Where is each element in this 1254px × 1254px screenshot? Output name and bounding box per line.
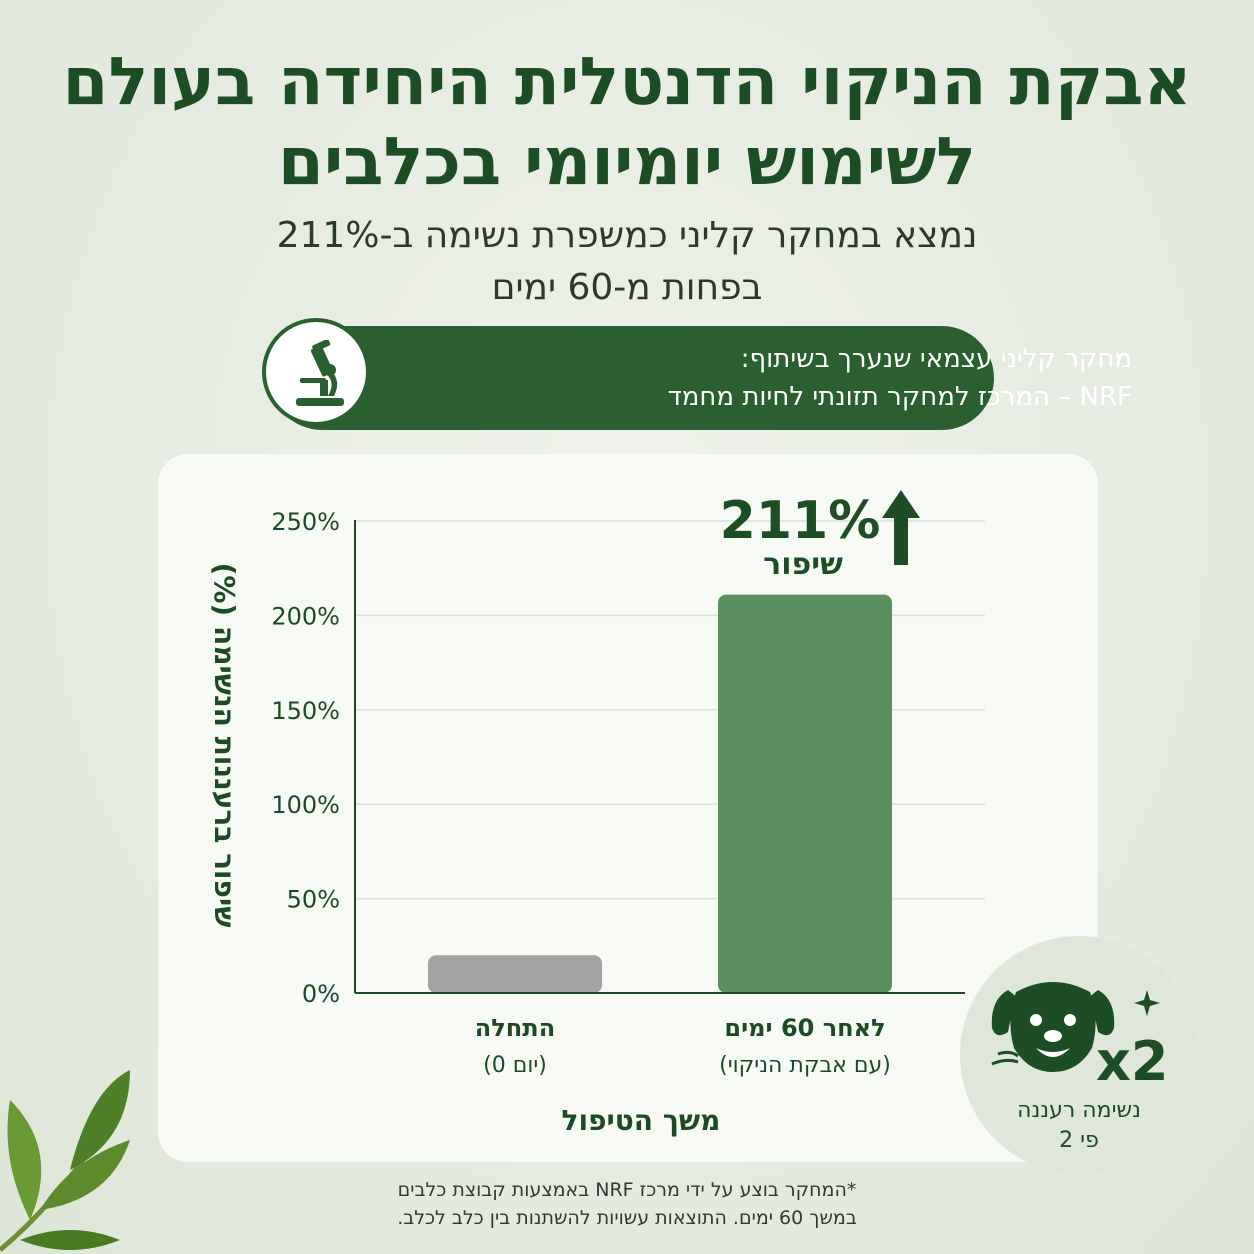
category-label: התחלה [475,1014,555,1042]
badge-caption-line-2: פי 2 [1059,1128,1099,1153]
arrow-up-icon [882,490,920,565]
badge-multiplier: x2 [1096,1030,1169,1093]
footnote: *המחקר בוצע על ידי מרכז NRF באמצעות קבוצ… [0,1176,1254,1232]
improvement-label: שיפור [763,547,843,582]
footnote-line-2: במשך 60 ימים. התוצאות עשויות להשתנות בין… [397,1207,857,1229]
y-axis-label: שיפור ברעננות הנשימה (%) [208,563,241,928]
title-line-1: אבקת הניקוי הדנטלית היחידה בעולם [62,43,1192,120]
bar [718,594,892,993]
microscope-badge [262,318,370,426]
category-labels: התחלה (יום 0) לאחר 60 ימים (עם אבקת הניקוי) [475,1014,891,1078]
microscope-icon [296,340,344,406]
bars [428,594,892,993]
chart-card [158,454,1098,1162]
title-line-2: לשימוש יומיומי בכלבים [277,123,977,200]
study-banner-line-1: מחקר קליני עצמאי שנערך בשיתוף: [740,344,1132,374]
x-axis-label: משך הטיפול [562,1104,721,1137]
badge-caption-line-1: נשימה רעננה [1017,1098,1141,1123]
y-tick-label: 50% [287,886,340,914]
footnote-line-1: *המחקר בוצע על ידי מרכז NRF באמצעות קבוצ… [397,1179,857,1201]
study-banner [270,326,994,430]
subtitle-line-1: נמצא במחקר קליני כמשפרת נשימה ב-211% [276,215,978,256]
category-label: לאחר 60 ימים [724,1014,885,1042]
dog-icon [991,982,1115,1072]
study-banner-line-2: NRF – המרכז למחקר תזונתי לחיות מחמד [667,382,1132,412]
fresh-breath-badge [960,936,1198,1174]
sparkle-icon [1134,990,1160,1016]
page-title: אבקת הניקוי הדנטלית היחידה בעולם לשימוש … [0,42,1254,202]
subtitle: נמצא במחקר קליני כמשפרת נשימה ב-211% בפח… [0,210,1254,314]
y-tick-label: 150% [271,697,340,725]
category-sublabel: (יום 0) [483,1053,547,1078]
improvement-value: 211% [720,491,881,551]
y-tick-label: 200% [271,602,340,630]
y-tick-label: 0% [302,980,340,1008]
leaves-decoration [0,1070,130,1252]
bar [428,955,602,993]
y-tick-label: 100% [271,791,340,819]
category-sublabel: (עם אבקת הניקוי) [719,1053,891,1078]
y-tick-labels: 0% 50% 100% 150% 200% 250% [271,508,340,1008]
study-banner-text: מחקר קליני עצמאי שנערך בשיתוף: NRF – המר… [572,340,1132,416]
y-tick-label: 250% [271,508,340,536]
badge-caption: נשימה רעננה פי 2 [960,1096,1198,1156]
subtitle-line-2: בפחות מ-60 ימים [491,267,763,308]
